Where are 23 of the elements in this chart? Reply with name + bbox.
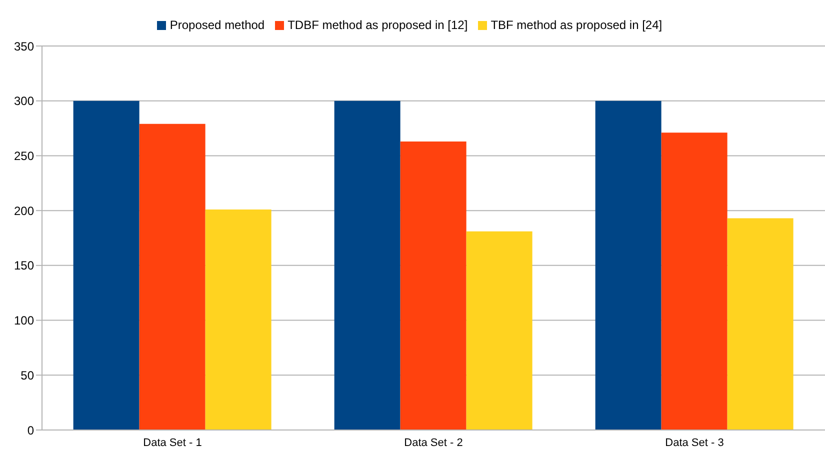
y-tick-label: 0 [27,423,34,438]
legend-label: TDBF method as proposed in [12] [288,18,468,32]
legend-label: TBF method as proposed in [24] [490,18,662,32]
y-tick-label: 350 [14,39,34,54]
bar [73,100,140,430]
y-tick-label: 150 [14,258,34,273]
bar [595,100,662,430]
y-tick-label: 300 [14,94,34,108]
bar [139,124,206,430]
y-tick-label: 250 [14,148,34,163]
bar [400,141,466,430]
y-tick-label: 50 [20,368,34,382]
bar [661,132,728,430]
bar [466,231,532,430]
y-tick-label: 100 [14,314,34,328]
legend-label: Proposed method [170,18,265,32]
bar [205,209,272,430]
y-tick-label: 200 [14,204,34,218]
x-tick-label: Data Set - 2 [404,436,463,449]
bar [334,100,400,430]
bar [727,218,794,430]
x-tick-label: Data Set - 3 [665,436,724,449]
x-tick-label: Data Set - 1 [143,436,202,449]
